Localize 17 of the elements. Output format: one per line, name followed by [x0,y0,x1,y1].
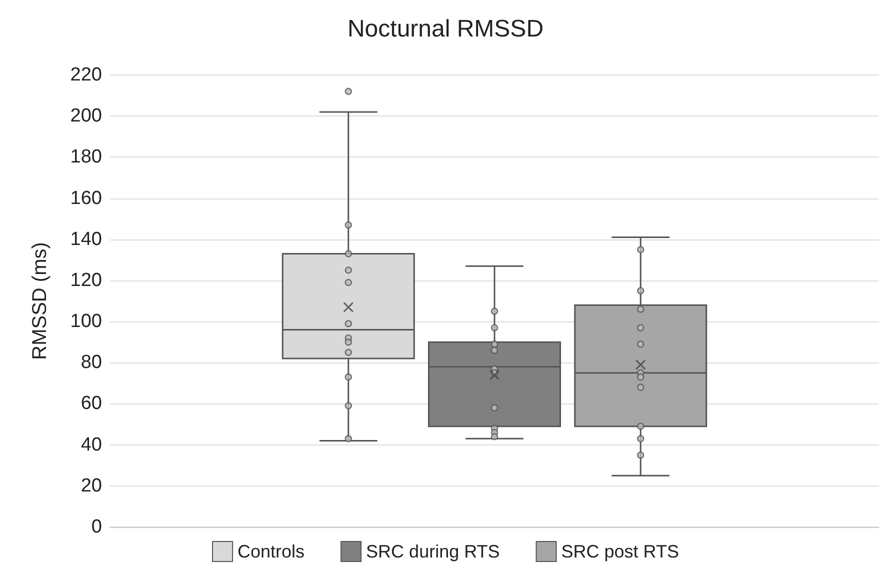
y-tick-label: 200 [70,106,102,127]
y-tick-label: 180 [70,146,102,168]
y-tick-label: 140 [70,228,102,250]
y-axis-title: RMSSD (ms) [29,242,51,360]
y-tick-label: 20 [80,475,102,496]
y-tick-label: 100 [70,311,102,332]
y-tick-label: 120 [70,270,102,291]
legend-label: SRC during RTS [366,542,500,562]
y-tick-label: 220 [70,64,102,86]
legend-label: Controls [238,542,305,562]
chart-title: Nocturnal RMSSD [347,16,544,42]
y-tick-label: 80 [80,352,102,374]
y-tick-label: 60 [80,393,102,414]
y-tick-label: 0 [91,516,102,538]
legend-label: SRC post RTS [561,542,679,562]
y-tick-label: 160 [70,188,102,209]
y-tick-label: 40 [80,434,102,456]
